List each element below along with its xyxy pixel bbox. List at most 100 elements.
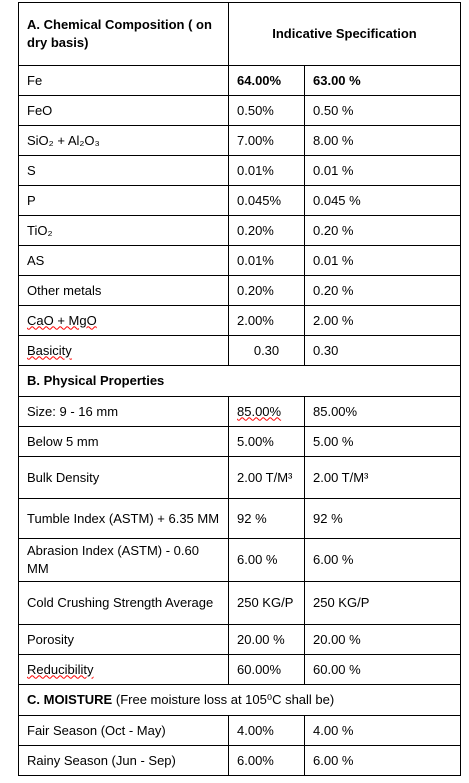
label-cell: Fe bbox=[18, 65, 229, 96]
data-row: S 0.01% 0.01 % bbox=[18, 155, 461, 186]
label-cell: Cold Crushing Strength Average bbox=[18, 581, 229, 625]
label-cell: Basicity bbox=[18, 335, 229, 366]
cell-text: 5.00% bbox=[237, 433, 274, 449]
cell-text: 250 KG/P bbox=[313, 595, 370, 610]
value-cell: 0.50% bbox=[228, 95, 305, 126]
data-row: FeO 0.50% 0.50 % bbox=[18, 95, 461, 126]
label-cell: AS bbox=[18, 245, 229, 276]
label-cell: Rainy Season (Jun - Sep) bbox=[18, 745, 229, 776]
value-cell: 8.00 % bbox=[304, 125, 461, 156]
value-cell: 5.00% bbox=[228, 426, 305, 457]
value-cell: 0.045 % bbox=[304, 185, 461, 216]
header-cell: A. Chemical Composition ( on dry basis) bbox=[18, 2, 229, 66]
cell-text: Size: 9 - 16 mm bbox=[27, 403, 119, 419]
cell-text: 4.00 % bbox=[313, 722, 354, 738]
label-cell: Bulk Density bbox=[18, 456, 229, 499]
section-note: (Free moisture loss at 105⁰C shall be) bbox=[115, 692, 335, 707]
value-cell: 0.20 % bbox=[304, 275, 461, 306]
cell-text: Other metals bbox=[27, 282, 102, 298]
cell-text: Bulk Density bbox=[27, 469, 100, 485]
data-row: Size: 9 - 16 mm 85.00% 85.00% bbox=[18, 396, 461, 427]
value-cell: 5.00 % bbox=[304, 426, 461, 457]
label-cell: Fair Season (Oct - May) bbox=[18, 715, 229, 746]
cell-text: 0.01% bbox=[237, 252, 274, 268]
label-cell: Tumble Index (ASTM) + 6.35 MM bbox=[18, 498, 229, 539]
cell-text: P bbox=[27, 192, 36, 208]
cell-text: 20.00 % bbox=[313, 631, 361, 647]
cell-text: 2.00 % bbox=[313, 312, 354, 328]
cell-text: 85.00% bbox=[313, 403, 358, 419]
cell-text: 2.00 T/M³ bbox=[313, 469, 369, 485]
spec-table: A. Chemical Composition ( on dry basis) … bbox=[18, 2, 461, 776]
data-row: Fe 64.00% 63.00 % bbox=[18, 65, 461, 96]
cell-text: Reducibility bbox=[27, 661, 94, 677]
value-cell: 92 % bbox=[304, 498, 461, 539]
cell-text: 8.00 % bbox=[313, 132, 354, 148]
value-cell: 6.00% bbox=[228, 745, 305, 776]
value-cell: 2.00 T/M³ bbox=[228, 456, 305, 499]
cell-text: 0.20 % bbox=[313, 222, 354, 238]
data-row: Cold Crushing Strength Average 250 KG/P 25… bbox=[18, 581, 461, 625]
cell-text: Fe bbox=[27, 72, 43, 88]
cell-text: 0.20 % bbox=[313, 282, 354, 298]
data-row: Below 5 mm 5.00% 5.00 % bbox=[18, 426, 461, 457]
value-cell: 0.01 % bbox=[304, 245, 461, 276]
value-cell: 60.00 % bbox=[304, 654, 461, 685]
data-row: AS 0.01% 0.01 % bbox=[18, 245, 461, 276]
section-title: B. Physical Properties bbox=[27, 373, 165, 388]
cell-text: TiO₂ bbox=[27, 222, 53, 238]
cell-text: 6.00% bbox=[237, 752, 274, 768]
value-cell: 4.00 % bbox=[304, 715, 461, 746]
value-cell: 85.00% bbox=[304, 396, 461, 427]
cell-text: 0.20% bbox=[237, 282, 274, 298]
cell-text: 92 % bbox=[313, 510, 343, 526]
data-row: TiO₂ 0.20% 0.20 % bbox=[18, 215, 461, 246]
cell-text: AS bbox=[27, 252, 45, 268]
cell-text: 85.00% bbox=[237, 403, 282, 419]
value-cell: 0.20% bbox=[228, 215, 305, 246]
value-cell: 6.00 % bbox=[228, 538, 305, 582]
cell-text: 60.00 % bbox=[313, 661, 361, 677]
value-cell: 2.00 % bbox=[304, 305, 461, 336]
label-cell: Abrasion Index (ASTM) - 0.60 MM bbox=[18, 538, 229, 582]
cell-text: 7.00% bbox=[237, 132, 274, 148]
data-row: CaO + MgO 2.00% 2.00 % bbox=[18, 305, 461, 336]
cell-text: 5.00 % bbox=[313, 433, 354, 449]
value-cell: 63.00 % bbox=[304, 65, 461, 96]
cell-text: 0.01 % bbox=[313, 162, 354, 178]
cell-text: 0.30 bbox=[253, 342, 280, 358]
cell-text: 4.00% bbox=[237, 722, 274, 738]
data-row: Abrasion Index (ASTM) - 0.60 MM 6.00 % 6.0… bbox=[18, 538, 461, 582]
value-cell: 0.30 bbox=[228, 335, 305, 366]
header-row: A. Chemical Composition ( on dry basis) … bbox=[18, 2, 461, 66]
label-cell: CaO + MgO bbox=[18, 305, 229, 336]
section-title: C. MOISTURE bbox=[27, 692, 113, 707]
label-cell: P bbox=[18, 185, 229, 216]
value-cell: 92 % bbox=[228, 498, 305, 539]
value-cell: 2.00% bbox=[228, 305, 305, 336]
section-row: B. Physical Properties bbox=[18, 365, 461, 397]
data-row: Basicity 0.30 0.30 bbox=[18, 335, 461, 366]
value-cell: 6.00 % bbox=[304, 745, 461, 776]
section-cell: C. MOISTURE (Free moisture loss at 105⁰C… bbox=[18, 684, 461, 716]
value-cell: 0.20 % bbox=[304, 215, 461, 246]
cell-text: SiO₂ + Al₂O₃ bbox=[27, 132, 100, 148]
label-cell: Below 5 mm bbox=[18, 426, 229, 457]
cell-text: Fair Season (Oct - May) bbox=[27, 722, 166, 738]
cell-text: CaO + MgO bbox=[27, 312, 97, 328]
value-cell: 7.00% bbox=[228, 125, 305, 156]
cell-text: 6.00 % bbox=[313, 752, 354, 768]
cell-text: 0.01% bbox=[237, 162, 274, 178]
value-cell: 64.00% bbox=[228, 65, 305, 96]
cell-text: Below 5 mm bbox=[27, 433, 99, 449]
cell-text: 0.20% bbox=[237, 222, 274, 238]
cell-text: 2.00 T/M³ bbox=[237, 469, 293, 485]
label-cell: S bbox=[18, 155, 229, 186]
data-row: Bulk Density 2.00 T/M³ 2.00 T/M³ bbox=[18, 456, 461, 499]
data-row: P 0.045% 0.045 % bbox=[18, 185, 461, 216]
cell-text: 0.01 % bbox=[313, 252, 354, 268]
cell-text: Tumble Index (ASTM) + 6.35 MM bbox=[27, 510, 220, 526]
label-cell: Porosity bbox=[18, 624, 229, 655]
cell-text: 60.00% bbox=[237, 661, 282, 677]
